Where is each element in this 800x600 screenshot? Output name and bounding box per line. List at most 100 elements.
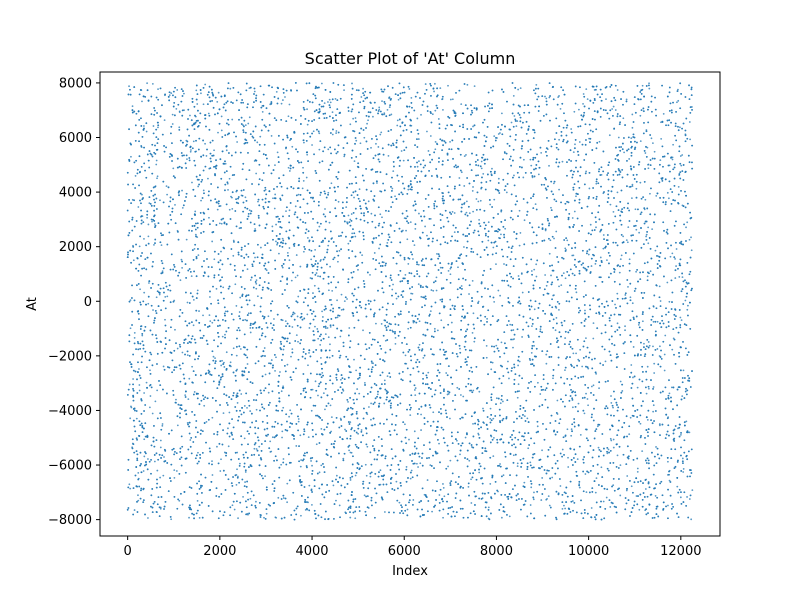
scatter-point — [449, 141, 451, 143]
scatter-point — [594, 262, 597, 265]
scatter-point — [330, 182, 333, 185]
scatter-point — [300, 459, 303, 461]
scatter-point — [236, 402, 239, 404]
scatter-point — [349, 123, 352, 126]
scatter-point — [204, 83, 207, 86]
scatter-point — [490, 368, 493, 371]
scatter-point — [516, 396, 519, 399]
scatter-point — [249, 327, 252, 329]
scatter-point — [161, 424, 164, 427]
scatter-point — [549, 239, 552, 242]
scatter-point — [586, 98, 589, 101]
scatter-point — [527, 447, 530, 450]
scatter-point — [645, 233, 648, 236]
scatter-point — [174, 203, 176, 206]
scatter-point — [435, 289, 438, 292]
scatter-point — [147, 458, 149, 460]
scatter-point — [349, 479, 352, 481]
scatter-point — [354, 117, 357, 119]
scatter-point — [295, 334, 298, 337]
scatter-point — [631, 185, 634, 187]
scatter-point — [551, 476, 554, 479]
scatter-point — [517, 275, 520, 277]
scatter-point — [547, 495, 550, 498]
scatter-point — [236, 468, 238, 471]
scatter-point — [202, 103, 205, 106]
scatter-point — [232, 254, 235, 257]
scatter-point — [256, 295, 259, 298]
scatter-point — [575, 195, 577, 198]
scatter-point — [156, 469, 159, 472]
scatter-point — [598, 387, 600, 390]
scatter-point — [317, 394, 319, 397]
scatter-point — [414, 387, 417, 389]
scatter-point — [322, 392, 325, 395]
scatter-point — [641, 320, 644, 323]
scatter-point — [411, 292, 414, 295]
scatter-point — [416, 165, 419, 168]
scatter-point — [163, 119, 166, 122]
scatter-point — [407, 188, 410, 191]
scatter-point — [349, 218, 352, 221]
scatter-point — [635, 228, 638, 231]
scatter-point — [558, 308, 560, 311]
scatter-point — [197, 451, 199, 454]
scatter-point — [398, 501, 401, 504]
scatter-point — [480, 167, 483, 170]
scatter-point — [662, 112, 665, 115]
scatter-point — [200, 199, 202, 202]
scatter-point — [449, 98, 452, 101]
scatter-point — [612, 406, 614, 409]
scatter-point — [346, 298, 348, 300]
scatter-point — [394, 342, 397, 345]
scatter-point — [500, 210, 503, 213]
scatter-point — [281, 319, 284, 322]
scatter-point — [595, 182, 598, 185]
scatter-point — [679, 155, 682, 157]
scatter-point — [202, 189, 205, 192]
scatter-point — [653, 372, 656, 374]
scatter-point — [612, 446, 615, 449]
scatter-point — [669, 255, 672, 258]
scatter-point — [288, 415, 290, 418]
scatter-point — [161, 423, 164, 425]
scatter-point — [581, 365, 584, 368]
scatter-point — [639, 114, 642, 117]
scatter-point — [424, 225, 427, 228]
scatter-point — [362, 329, 364, 332]
scatter-point — [577, 358, 580, 361]
scatter-point — [466, 83, 469, 86]
scatter-point — [239, 348, 242, 350]
scatter-point — [550, 274, 552, 277]
scatter-point — [482, 407, 484, 410]
scatter-point — [545, 284, 548, 287]
scatter-point — [240, 393, 243, 395]
scatter-point — [459, 394, 462, 396]
scatter-point — [336, 299, 338, 302]
scatter-point — [417, 283, 420, 286]
scatter-point — [482, 172, 485, 175]
scatter-point — [296, 274, 299, 277]
scatter-point — [646, 365, 649, 368]
scatter-point — [681, 276, 684, 279]
scatter-point — [267, 391, 270, 394]
scatter-point — [354, 517, 357, 520]
scatter-point — [489, 407, 492, 410]
scatter-point — [255, 282, 258, 285]
scatter-point — [677, 88, 679, 91]
scatter-point — [381, 216, 383, 219]
scatter-point — [392, 170, 395, 172]
scatter-point — [441, 98, 444, 100]
scatter-point — [141, 100, 143, 103]
scatter-point — [233, 508, 236, 511]
scatter-point — [639, 140, 642, 143]
scatter-point — [263, 347, 266, 349]
scatter-point — [350, 213, 353, 215]
scatter-point — [658, 423, 661, 425]
scatter-point — [234, 283, 237, 286]
scatter-point — [329, 265, 331, 268]
scatter-point — [370, 418, 372, 421]
scatter-point — [363, 494, 366, 497]
